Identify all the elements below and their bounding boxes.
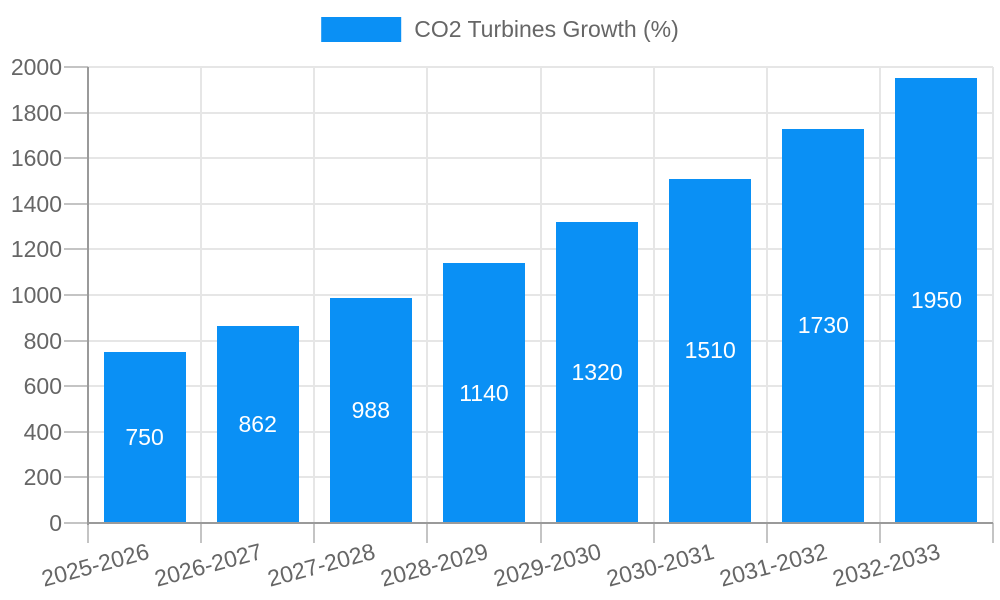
x-tick-label: 2028-2029	[377, 538, 491, 592]
y-tick-label: 1400	[10, 190, 62, 217]
y-tick-label: 400	[23, 418, 62, 445]
x-axis-tick	[539, 523, 542, 543]
x-axis-line	[88, 522, 993, 524]
y-tick-label: 0	[49, 510, 62, 536]
x-tick-label: 2032-2033	[830, 538, 944, 592]
bar[interactable]: 1510	[669, 178, 752, 523]
y-axis-line	[87, 67, 89, 525]
bar[interactable]: 1140	[442, 263, 525, 523]
y-axis-tick	[64, 202, 88, 205]
x-tick-label: 2029-2030	[490, 538, 604, 592]
bar[interactable]: 1730	[782, 128, 865, 523]
x-axis-tick	[87, 523, 89, 543]
v-gridline	[313, 67, 316, 523]
v-gridline	[765, 67, 768, 523]
v-gridline	[878, 67, 881, 523]
v-gridline	[992, 67, 994, 523]
y-axis-tick	[64, 339, 88, 342]
x-tick-label: 2026-2027	[151, 538, 265, 592]
y-tick-label: 2000	[10, 54, 62, 80]
y-tick-label: 1200	[10, 236, 62, 263]
bar-value-label: 1950	[910, 287, 963, 314]
bar-value-label: 1140	[459, 379, 509, 406]
x-tick-label: 2027-2028	[264, 538, 378, 592]
y-axis-tick	[64, 111, 88, 114]
y-tick-label: 200	[23, 464, 62, 491]
v-gridline	[539, 67, 542, 523]
bar[interactable]: 750	[103, 352, 186, 523]
bar-value-label: 1730	[797, 312, 849, 339]
y-axis-tick	[64, 385, 88, 388]
v-gridline	[652, 67, 655, 523]
bar-value-label: 862	[238, 411, 277, 438]
x-tick-label: 2030-2031	[603, 538, 717, 592]
y-axis-tick	[64, 476, 88, 479]
v-gridline	[200, 67, 203, 523]
y-tick-label: 600	[23, 373, 62, 400]
bar-value-label: 750	[125, 424, 164, 450]
y-axis-tick	[64, 157, 88, 160]
bar-value-label: 1510	[684, 337, 736, 364]
y-axis-tick	[64, 294, 88, 296]
legend-label: CO2 Turbines Growth (%)	[414, 16, 679, 42]
x-axis-tick	[426, 523, 429, 543]
x-tick-label: 2025-2026	[38, 538, 152, 592]
y-axis-tick	[64, 430, 88, 433]
y-axis-tick	[64, 66, 88, 68]
legend-swatch	[321, 16, 402, 42]
y-tick-label: 1000	[10, 282, 62, 308]
v-gridline	[426, 67, 429, 523]
legend-item[interactable]: CO2 Turbines Growth (%)	[321, 15, 679, 43]
bar-value-label: 988	[351, 396, 390, 423]
x-axis-tick	[765, 523, 768, 543]
y-tick-label: 1600	[10, 145, 62, 172]
x-tick-label: 2031-2032	[717, 538, 831, 592]
bar[interactable]: 862	[216, 326, 299, 523]
x-axis-tick	[992, 523, 994, 543]
x-axis-tick	[878, 523, 881, 543]
y-axis-tick	[64, 522, 88, 524]
bar[interactable]: 988	[329, 297, 412, 523]
bar[interactable]: 1950	[895, 78, 978, 523]
x-axis-tick	[652, 523, 655, 543]
y-axis-tick	[64, 248, 88, 251]
y-tick-label: 1800	[10, 99, 62, 126]
bar[interactable]: 1320	[556, 222, 639, 523]
bar-value-label: 1320	[571, 359, 623, 385]
x-axis-tick	[313, 523, 316, 543]
y-tick-label: 800	[23, 327, 62, 354]
x-axis-tick	[200, 523, 203, 543]
